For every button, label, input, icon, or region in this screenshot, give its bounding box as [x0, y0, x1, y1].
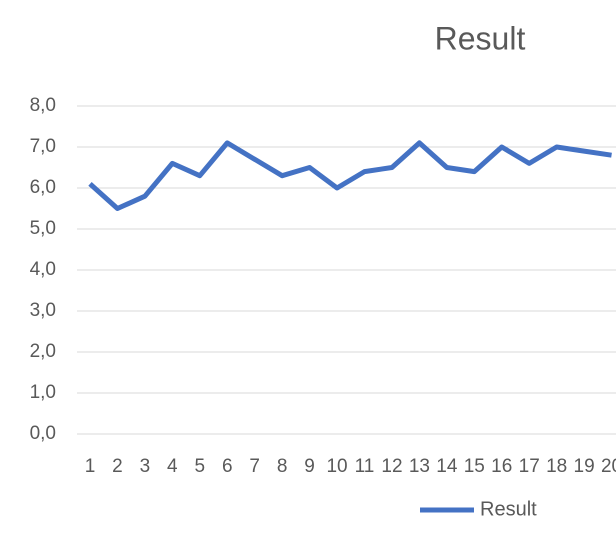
- y-tick-label: 5,0: [30, 218, 56, 239]
- y-tick-label: 2,0: [30, 341, 56, 362]
- x-tick-label: 7: [249, 456, 260, 477]
- x-tick-label: 13: [409, 456, 430, 477]
- y-tick-label: 8,0: [30, 95, 56, 116]
- x-tick-label: 9: [304, 456, 315, 477]
- x-tick-label: 17: [519, 456, 540, 477]
- x-tick-label: 12: [381, 456, 402, 477]
- x-tick-label: 20: [601, 456, 616, 477]
- x-tick-label: 10: [326, 456, 347, 477]
- x-tick-label: 16: [491, 456, 512, 477]
- y-tick-label: 0,0: [30, 423, 56, 444]
- x-tick-label: 3: [140, 456, 151, 477]
- y-tick-label: 6,0: [30, 177, 56, 198]
- y-tick-label: 1,0: [30, 382, 56, 403]
- x-tick-label: 4: [167, 456, 178, 477]
- x-tick-label: 5: [195, 456, 206, 477]
- data-line: [88, 140, 612, 211]
- x-tick-label: 14: [436, 456, 458, 477]
- x-tick-label: 11: [355, 456, 375, 477]
- x-tick-label: 1: [85, 456, 96, 477]
- legend-label: Result: [480, 498, 537, 520]
- x-tick-label: 6: [222, 456, 233, 477]
- y-tick-label: 7,0: [30, 136, 56, 157]
- x-tick-label: 8: [277, 456, 288, 477]
- y-tick-label: 4,0: [30, 259, 56, 280]
- x-tick-label: 2: [112, 456, 123, 477]
- x-tick-label: 18: [546, 456, 567, 477]
- x-tick-label: 19: [574, 456, 595, 477]
- y-tick-label: 3,0: [30, 300, 56, 321]
- chart-title: Result: [435, 20, 526, 56]
- x-tick-label: 15: [464, 456, 485, 477]
